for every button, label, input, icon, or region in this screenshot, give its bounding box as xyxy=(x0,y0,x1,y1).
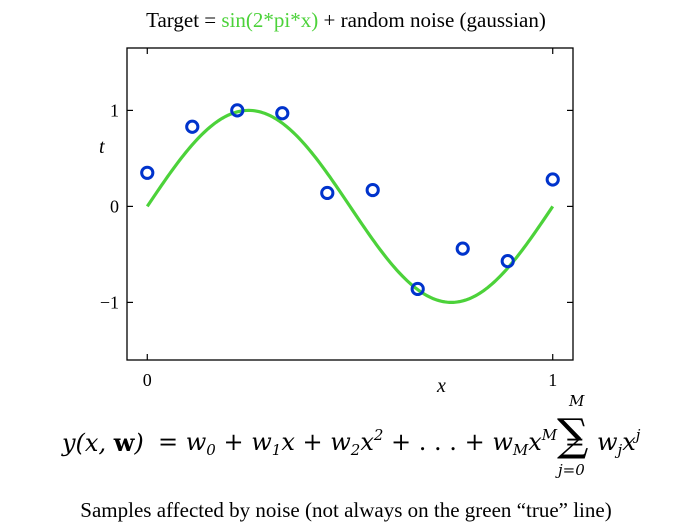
sample-point xyxy=(320,185,335,201)
curve-layer xyxy=(145,108,555,305)
x-tick-label: 0 xyxy=(143,370,152,390)
y-tick-label: 1 xyxy=(110,100,119,120)
title-suffix: + random noise (gaussian) xyxy=(318,8,546,32)
sample-point xyxy=(455,241,470,256)
title-highlight: sin(2*pi*x) xyxy=(221,8,319,32)
formula-rhs: = w0 + w1x + w2x2 + . . . + wMxM = xyxy=(158,426,585,459)
sample-point xyxy=(275,106,290,121)
y-tick-label: −1 xyxy=(100,292,119,312)
plot-frame xyxy=(126,47,574,361)
x-tick-label: 1 xyxy=(548,370,557,390)
sample-point xyxy=(140,165,155,180)
sample-point xyxy=(500,254,515,269)
sample-point xyxy=(410,281,425,297)
points-layer xyxy=(140,103,560,297)
sum-upper: M xyxy=(569,392,585,410)
sum-lower: j=0 xyxy=(558,461,585,479)
title-prefix: Target = xyxy=(146,8,222,32)
formula-lhs: y(x, w) xyxy=(62,428,144,457)
plot: 0 1 −1 0 1 t x xyxy=(99,47,574,397)
chart-title: Target = sin(2*pi*x) + random noise (gau… xyxy=(0,8,692,33)
true-function-curve xyxy=(145,108,555,305)
sample-point xyxy=(545,172,560,187)
caption: Samples affected by noise (not always on… xyxy=(80,498,612,522)
polynomial-formula: y(x, w) = w0 + w1x + w2x2 + . . . + wMxM… xyxy=(62,392,662,479)
sample-point xyxy=(230,103,245,118)
y-tick-label: 0 xyxy=(110,196,119,216)
sum-sign: ∑ xyxy=(557,410,589,461)
sample-point xyxy=(365,182,380,198)
formula-sum-term: wjxj xyxy=(597,426,641,459)
axis-ticks: 0 1 −1 0 1 xyxy=(100,48,573,390)
sample-point xyxy=(185,119,200,134)
y-axis-label: t xyxy=(99,136,105,158)
x-axis-label: x xyxy=(436,375,446,397)
